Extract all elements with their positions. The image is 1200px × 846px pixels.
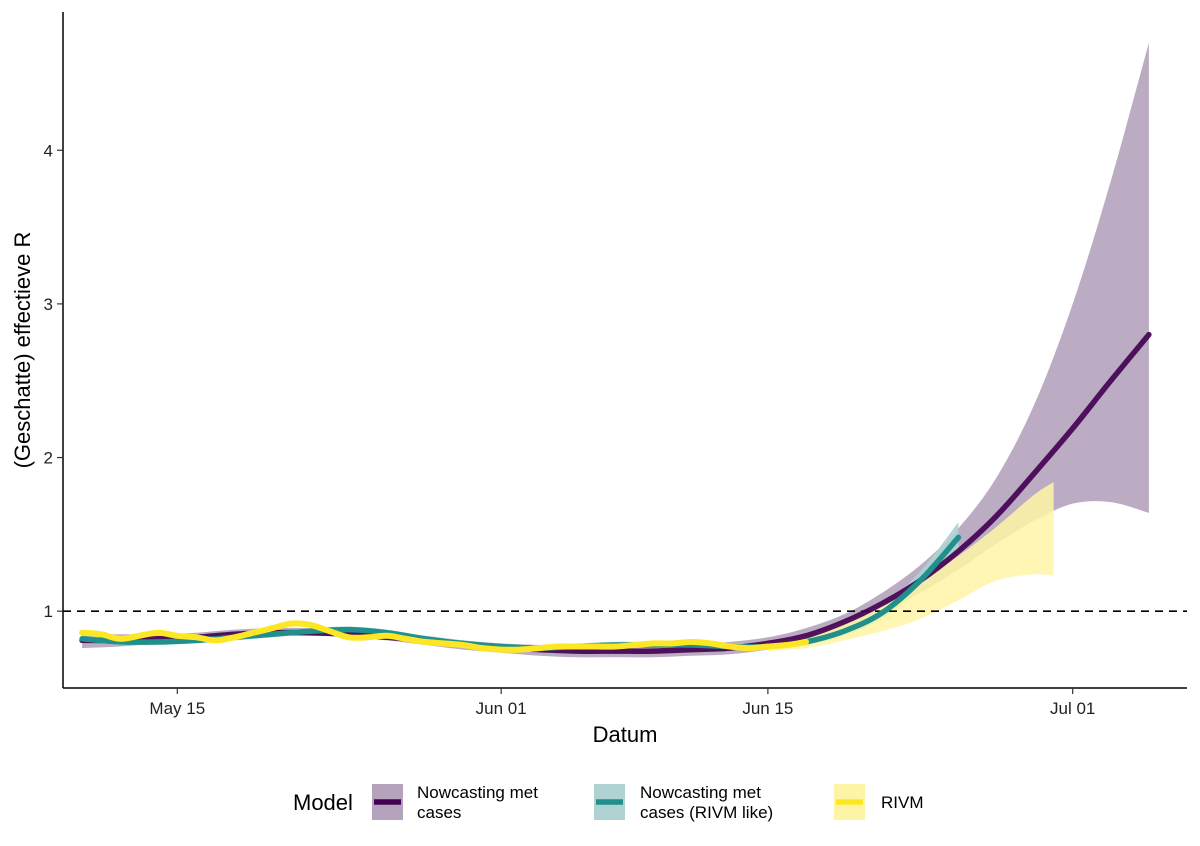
x-tick-label: Jun 15 bbox=[742, 699, 793, 718]
y-tick-label: 4 bbox=[44, 141, 53, 160]
axes: 1 2 3 4 May 15 Jun 01 Jun 15 Jul 01 bbox=[44, 12, 1187, 718]
confidence-bands bbox=[82, 42, 1149, 658]
legend-title: Model bbox=[293, 790, 353, 815]
y-tick-label: 1 bbox=[44, 602, 53, 621]
legend-label-line: Nowcasting met bbox=[417, 783, 538, 802]
legend-label-line: cases bbox=[417, 803, 461, 822]
legend-label-line: RIVM bbox=[881, 793, 924, 812]
x-tick-label: Jul 01 bbox=[1050, 699, 1095, 718]
x-tick-label: Jun 01 bbox=[476, 699, 527, 718]
band-3 bbox=[767, 482, 1054, 652]
y-tick-label: 2 bbox=[44, 449, 53, 468]
x-tick-label: May 15 bbox=[149, 699, 205, 718]
y-tick-label: 3 bbox=[44, 295, 53, 314]
legend-label-line: Nowcasting met bbox=[640, 783, 761, 802]
series-line-3 bbox=[79, 620, 809, 653]
series-lines bbox=[79, 331, 1152, 654]
legend-label-3: RIVM bbox=[881, 793, 924, 812]
legend-label-line: cases (RIVM like) bbox=[640, 803, 773, 822]
legend-label-1: Nowcasting met cases bbox=[417, 783, 538, 822]
y-axis-title: (Geschatte) effectieve R bbox=[10, 232, 35, 469]
legend-label-2: Nowcasting met cases (RIVM like) bbox=[640, 783, 773, 822]
x-axis-title: Datum bbox=[593, 722, 658, 747]
